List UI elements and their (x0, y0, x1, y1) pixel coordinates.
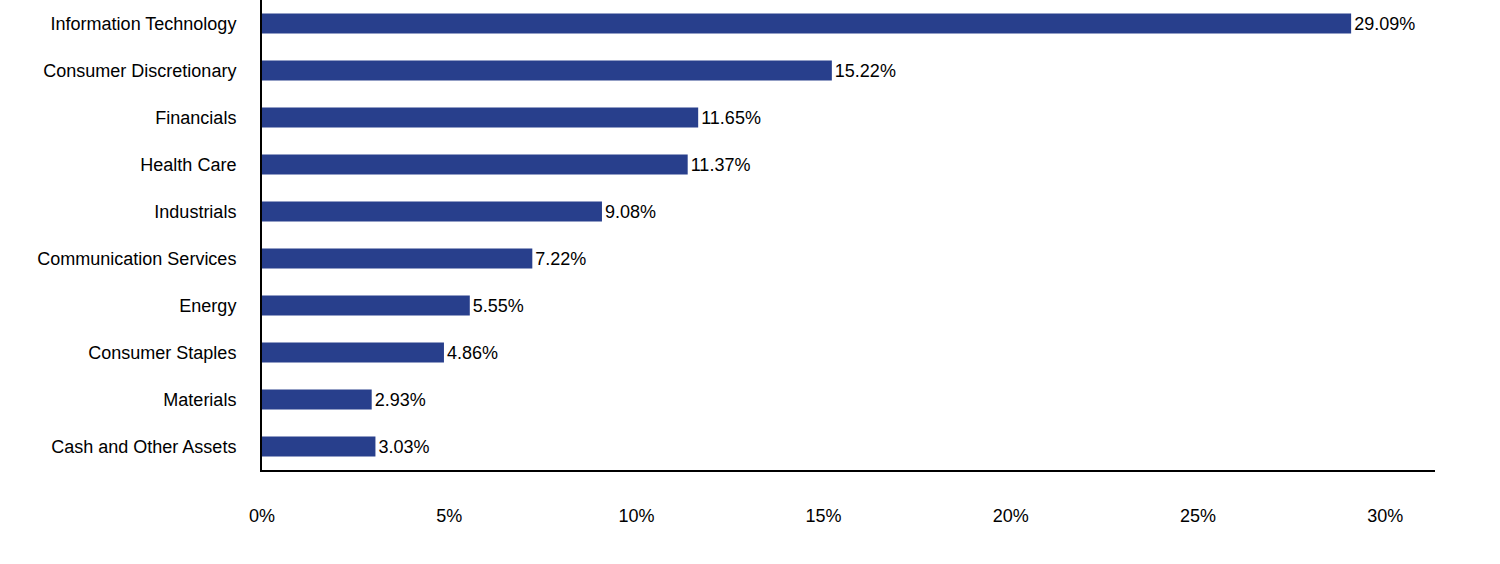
svg-text:25%: 25% (1180, 506, 1216, 526)
svg-text:4.86%: 4.86% (447, 343, 498, 363)
svg-text:7.22%: 7.22% (535, 249, 586, 269)
svg-text:9.08%: 9.08% (605, 202, 656, 222)
svg-text:Industrials: Industrials (154, 202, 236, 222)
svg-text:Energy: Energy (179, 296, 236, 316)
svg-text:20%: 20% (993, 506, 1029, 526)
svg-text:Health Care: Health Care (140, 155, 236, 175)
svg-text:Financials: Financials (155, 108, 236, 128)
svg-text:11.65%: 11.65% (701, 108, 761, 128)
svg-text:0%: 0% (249, 506, 275, 526)
svg-text:11.37%: 11.37% (691, 155, 751, 175)
svg-text:2.93%: 2.93% (375, 390, 426, 410)
svg-text:Information Technology: Information Technology (51, 14, 237, 34)
svg-text:29.09%: 29.09% (1354, 14, 1415, 34)
svg-text:10%: 10% (618, 506, 654, 526)
svg-text:3.03%: 3.03% (378, 437, 429, 457)
svg-text:5.55%: 5.55% (473, 296, 524, 316)
svg-text:30%: 30% (1367, 506, 1403, 526)
svg-text:Materials: Materials (163, 390, 236, 410)
svg-text:Consumer Staples: Consumer Staples (88, 343, 236, 363)
svg-text:5%: 5% (436, 506, 462, 526)
svg-text:Cash and Other Assets: Cash and Other Assets (51, 437, 236, 457)
svg-text:15%: 15% (806, 506, 842, 526)
svg-text:15.22%: 15.22% (835, 61, 896, 81)
svg-text:Communication Services: Communication Services (37, 249, 236, 269)
svg-text:Consumer Discretionary: Consumer Discretionary (43, 61, 236, 81)
